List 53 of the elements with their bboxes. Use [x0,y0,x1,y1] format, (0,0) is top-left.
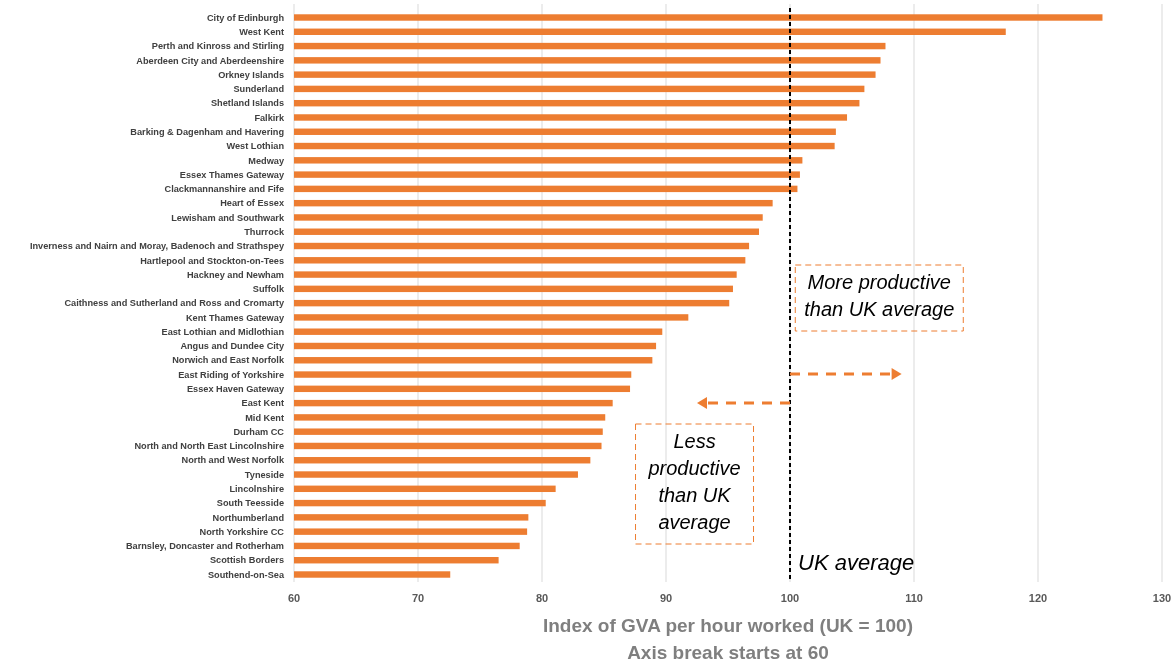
x-tick-label: 100 [780,592,800,604]
y-tick-label: Inverness and Nairn and Moray, Badenoch and Strathspey [29,241,285,252]
y-tick-label: Lincolnshire [229,484,284,495]
x-tick-label: 110 [905,592,923,604]
x-tick-label: 120 [1028,592,1048,604]
x-axis-title: Index of GVA per hour worked (UK = 100) [542,615,914,636]
y-tick-label: Perth and Kinross and Stirling [151,41,284,52]
x-tick-label: 90 [659,592,673,604]
annotation: Less productive than UK average [647,430,741,533]
y-tick-label: Barnsley, Doncaster and Rotherham [125,541,284,552]
y-tick-label: Southend-on-Sea [207,569,285,580]
y-tick-label: Mid Kent [245,412,284,423]
y-tick-label: Caithness and Sutherland and Ross and Cromarty [64,298,285,309]
y-tick-label: Falkirk [254,112,285,123]
y-tick-label: West Kent [239,27,284,37]
y-tick-label: East Riding of Yorkshire [178,369,284,380]
annotation: More productive than UK average [804,271,955,320]
y-tick-label: Orkney Islands [218,69,284,80]
y-tick-label: North Yorkshire CC [199,526,285,537]
y-tick-label: Angus and Dundee City [180,341,285,352]
y-tick-label: Lewisham and Southwark [171,212,285,223]
y-tick-label: Heart of Essex [220,198,285,209]
x-tick-label: 70 [411,592,425,604]
y-tick-label: Thurrock [244,226,285,237]
y-tick-label: North and North East Lincolnshire [134,441,284,452]
y-tick-label: Hartlepool and Stockton-on-Tees [140,255,284,266]
y-tick-label: Essex Haven Gateway [186,384,285,395]
y-tick-label: East Lothian and Midlothian [161,326,285,337]
y-tick-label: West Lothian [226,141,285,152]
y-tick-label: Aberdeen City and Aberdeenshire [136,55,284,66]
x-tick-label: 60 [287,592,301,604]
y-tick-label: Suffolk [252,284,285,295]
y-tick-label: Northumberland [212,512,284,523]
y-tick-label: Medway [248,155,285,166]
y-tick-label: Norwich and East Norfolk [172,355,285,366]
text: Axis break starts at 60 [627,642,829,663]
y-tick-label: Essex Thames Gateway [179,169,285,180]
y-tick-label: Barking & Dagenham and Havering [130,126,284,137]
x-tick-label: 130 [1152,592,1172,604]
y-tick-label: Clackmannanshire and Fife [164,184,284,195]
y-tick-label: Hackney and Newham [186,269,284,280]
y-tick-label: City of Edinburgh [206,12,285,23]
y-tick-label: Kent Thames Gateway [185,312,285,323]
y-tick-label: Scottish Borders [209,555,284,566]
y-tick-label: East Kent [241,398,284,409]
ref-line-label: UK average [798,550,915,575]
y-tick-label: South Teesside [216,498,284,509]
x-tick-label: 80 [535,592,549,604]
y-tick-label: Shetland Islands [210,98,284,109]
y-tick-label: North and West Norfolk [181,455,285,466]
y-tick-label: Tyneside [244,469,284,480]
y-tick-label: Sunderland [233,84,284,95]
y-tick-label: Durham CC [233,426,285,437]
